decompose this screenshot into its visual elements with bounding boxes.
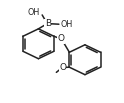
Text: O: O <box>57 34 64 43</box>
Text: B: B <box>45 19 51 28</box>
Text: O: O <box>59 63 66 72</box>
Text: OH: OH <box>61 20 73 29</box>
Text: OH: OH <box>27 8 40 17</box>
